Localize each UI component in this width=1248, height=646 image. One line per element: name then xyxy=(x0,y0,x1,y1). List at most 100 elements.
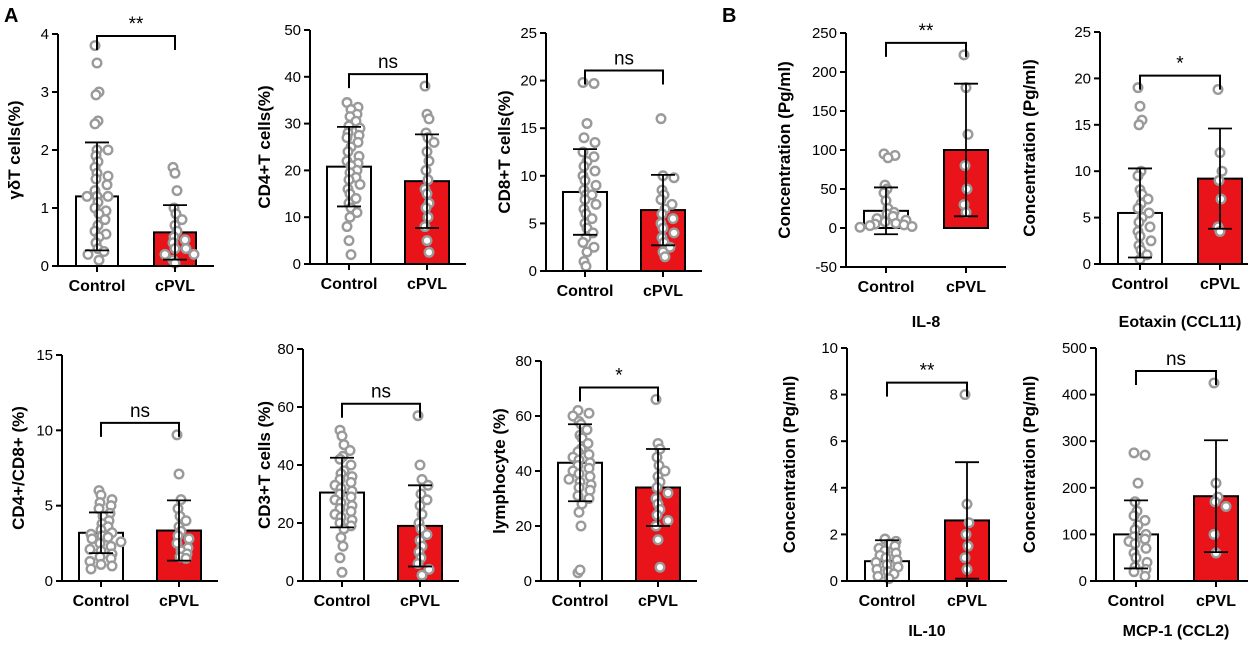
category-label-cpvl: cPVL xyxy=(155,278,195,295)
data-point xyxy=(667,213,679,225)
data-point xyxy=(102,531,114,543)
data-point xyxy=(962,540,974,552)
data-point xyxy=(179,234,191,246)
significance-label: ** xyxy=(919,21,934,42)
data-point xyxy=(106,560,118,572)
y-tick-label: 15 xyxy=(36,347,53,364)
category-label-cpvl: cPVL xyxy=(638,593,678,610)
data-point xyxy=(423,246,435,258)
category-label-cpvl: cPVL xyxy=(643,283,683,300)
data-point xyxy=(589,136,601,148)
chart-title: IL-10 xyxy=(908,623,945,640)
data-point xyxy=(345,491,357,503)
y-tick-label: 1 xyxy=(41,200,49,217)
chart-title: MCP-1 (CCL2) xyxy=(1123,623,1230,640)
category-label-control: Control xyxy=(1108,593,1165,610)
data-point xyxy=(341,132,353,144)
significance-bracket xyxy=(1139,74,1221,90)
data-point xyxy=(1139,533,1151,545)
y-tick-label: 40 xyxy=(284,69,301,86)
data-point xyxy=(336,430,348,442)
category-label-cpvl: cPVL xyxy=(400,593,440,610)
category-label-control: Control xyxy=(321,276,378,293)
data-point xyxy=(343,235,355,247)
y-tick-label: 3 xyxy=(41,84,49,101)
data-point xyxy=(1140,542,1152,554)
data-point xyxy=(102,144,114,156)
y-tick-label: 0 xyxy=(293,256,301,273)
y-tick-label: 0 xyxy=(1083,256,1091,273)
data-point xyxy=(958,49,970,61)
y-tick-label: 30 xyxy=(284,116,301,133)
data-point xyxy=(959,389,971,401)
y-tick-label: 25 xyxy=(520,25,537,42)
data-point xyxy=(1220,500,1232,512)
y-tick-label: 200 xyxy=(812,64,837,81)
data-point xyxy=(864,220,876,232)
data-point xyxy=(879,216,891,228)
data-point xyxy=(422,211,434,223)
y-tick-label: 0 xyxy=(529,263,537,280)
data-point xyxy=(563,473,575,485)
data-point xyxy=(1213,174,1225,186)
data-point xyxy=(581,246,593,258)
data-point xyxy=(1132,477,1144,489)
data-point xyxy=(173,468,185,480)
y-tick-label: 50 xyxy=(820,181,837,198)
data-point xyxy=(421,494,433,506)
y-tick-label: 50 xyxy=(284,22,301,39)
data-point xyxy=(577,77,589,89)
data-point xyxy=(578,160,590,172)
data-point xyxy=(1132,170,1144,182)
significance-label: * xyxy=(1176,54,1184,75)
y-tick-label: 6 xyxy=(830,433,838,450)
data-point xyxy=(1129,538,1141,550)
data-point xyxy=(99,214,111,226)
category-label-control: Control xyxy=(859,593,916,610)
y-axis-label: Concentration (Pg/ml) xyxy=(1020,376,1039,554)
data-point xyxy=(1132,202,1144,214)
significance-bracket xyxy=(885,41,967,57)
data-point xyxy=(345,505,357,517)
data-point xyxy=(662,487,674,499)
data-point xyxy=(1134,100,1146,112)
data-point xyxy=(581,424,593,436)
data-point xyxy=(414,459,426,471)
data-point xyxy=(854,221,866,233)
data-point xyxy=(421,529,433,541)
data-point xyxy=(1139,449,1151,461)
data-point xyxy=(335,532,347,544)
y-tick-label: 4 xyxy=(830,480,838,497)
data-point xyxy=(1145,235,1157,247)
data-point xyxy=(1128,447,1140,459)
data-point xyxy=(419,221,431,233)
y-tick-label: 2 xyxy=(41,142,49,159)
data-point xyxy=(420,202,432,214)
data-point xyxy=(423,113,435,125)
y-axis-label: CD8+T cells(%) xyxy=(495,90,514,213)
data-point xyxy=(169,167,181,179)
data-point xyxy=(906,220,918,232)
data-point xyxy=(589,165,601,177)
y-tick-label: 10 xyxy=(1074,163,1091,180)
data-point xyxy=(652,534,664,546)
y-tick-label: 8 xyxy=(830,387,838,404)
data-point xyxy=(354,178,366,190)
data-point xyxy=(345,249,357,261)
data-point xyxy=(668,227,680,239)
data-point xyxy=(171,429,183,441)
data-point xyxy=(183,533,195,545)
y-tick-label: 60 xyxy=(277,399,294,416)
data-point xyxy=(102,190,114,202)
y-tick-label: 60 xyxy=(515,408,532,425)
category-label-cpvl: cPVL xyxy=(946,279,986,296)
data-point xyxy=(423,155,435,167)
y-tick-label: 80 xyxy=(515,353,532,370)
data-point xyxy=(1216,165,1228,177)
data-point xyxy=(412,410,424,422)
y-tick-label: 400 xyxy=(1062,387,1087,404)
y-tick-label: 0 xyxy=(830,573,838,590)
data-point xyxy=(962,128,974,140)
data-point xyxy=(341,221,353,233)
